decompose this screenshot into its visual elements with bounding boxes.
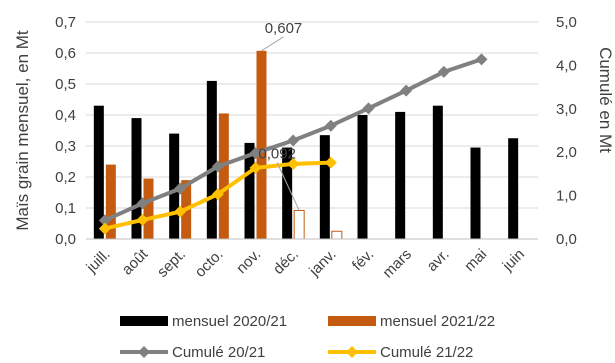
line-point	[211, 160, 224, 173]
line-point	[475, 53, 488, 66]
legend-swatch	[328, 316, 376, 326]
x-tick-label: août	[119, 245, 152, 278]
line-point	[400, 84, 413, 97]
y-tick-label: 0,2	[55, 169, 76, 186]
line-point	[98, 222, 111, 235]
bar	[131, 118, 142, 239]
x-tick-label: juill.	[83, 246, 114, 277]
x-tick-label: avr.	[424, 246, 453, 275]
bar	[293, 209, 305, 240]
x-tick-label: nov.	[233, 246, 264, 277]
bar	[218, 113, 229, 239]
y2-tick-label: 3,0	[556, 101, 577, 118]
bar	[395, 111, 406, 239]
line-point	[136, 213, 149, 226]
x-tick-label: juin	[499, 246, 528, 275]
legend-swatch	[120, 316, 168, 326]
x-tick-label: sept.	[154, 246, 189, 281]
y-tick-label: 0,1	[55, 200, 76, 217]
line-point	[324, 156, 337, 169]
line-point	[249, 161, 262, 174]
line-point	[437, 65, 450, 78]
bar	[470, 147, 481, 239]
legend-marker	[138, 346, 150, 358]
bar	[508, 138, 519, 239]
x-tick-label: déc.	[270, 246, 302, 278]
annotation-label: 0,607	[265, 20, 303, 37]
legend-marker	[346, 346, 358, 358]
annotation-label: 0,092	[258, 145, 296, 162]
y-tick-label: 0,0	[55, 231, 76, 248]
y2-tick-label: 5,0	[556, 14, 577, 31]
x-tick-label: mars	[379, 246, 415, 282]
bar	[244, 142, 255, 239]
legend-label: mensuel 2021/22	[380, 313, 495, 330]
bar	[256, 50, 267, 239]
y-tick-label: 0,5	[55, 76, 76, 93]
bar	[319, 135, 330, 239]
legend: mensuel 2020/21 mensuel 2021/22 Cumulé 20/…	[120, 313, 495, 361]
line-point	[136, 197, 149, 210]
x-tick-label: fév.	[349, 246, 377, 274]
line-point	[362, 102, 375, 115]
grid-lines	[86, 21, 538, 209]
line-point	[324, 119, 337, 132]
bar	[105, 164, 116, 239]
bar	[282, 147, 293, 239]
legend-label: Cumulé 21/22	[380, 344, 473, 361]
bar	[206, 80, 217, 240]
y-tick-label: 0,3	[55, 138, 76, 155]
bar	[357, 115, 368, 239]
legend-label: Cumulé 20/21	[172, 344, 265, 361]
line-point	[211, 188, 224, 201]
legend-label: mensuel 2020/21	[172, 313, 287, 330]
y2-tick-label: 2,0	[556, 144, 577, 161]
y2-tick-label: 0,0	[556, 231, 577, 248]
line-point	[287, 157, 300, 170]
x-tick-label: mai	[461, 246, 490, 275]
lines	[98, 53, 488, 235]
line-point	[287, 134, 300, 147]
y-tick-label: 0,7	[55, 14, 76, 31]
line-point	[174, 182, 187, 195]
y-tick-label: 0,4	[55, 107, 76, 124]
bar	[169, 133, 180, 239]
line-point	[174, 205, 187, 218]
annotation-leader	[261, 36, 284, 52]
y2-axis-title: Cumulé en Mt	[596, 47, 615, 153]
bars	[93, 50, 519, 240]
x-tick-label: octo.	[192, 246, 227, 281]
x-tick-label: janv.	[305, 246, 339, 280]
bar	[331, 230, 343, 240]
annotations: 0,607 0,092	[258, 20, 302, 211]
bar	[143, 178, 154, 239]
line-point	[98, 214, 111, 227]
bar	[432, 105, 443, 239]
annotation-leader	[276, 162, 300, 211]
y2-tick-label: 1,0	[556, 188, 577, 205]
y2-tick-label: 4,0	[556, 57, 577, 74]
line-point	[249, 147, 262, 160]
bar	[93, 105, 104, 239]
y-axis-title: Maïs grain mensuel, en Mt	[13, 30, 32, 231]
y-tick-label: 0,6	[55, 45, 76, 62]
